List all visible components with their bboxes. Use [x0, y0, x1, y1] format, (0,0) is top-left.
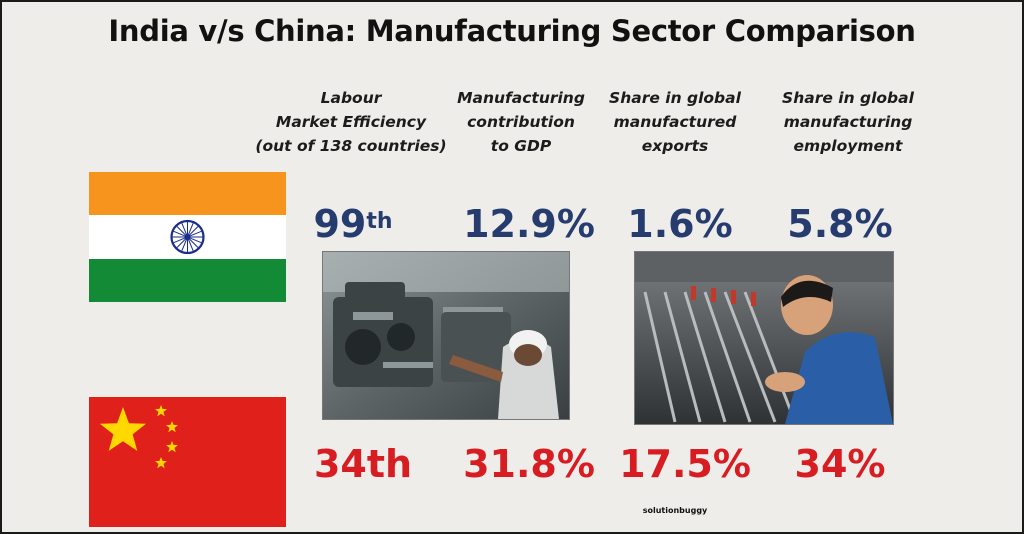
china-gdp-contribution-value: 31.8% [463, 442, 595, 486]
china-exports-share-value: 17.5% [619, 442, 751, 486]
india-labour-efficiency-suffix: th [366, 209, 393, 234]
china-flag-icon [89, 397, 286, 527]
china-employment-share-value: 34% [794, 442, 886, 486]
india-labour-efficiency-value: 99th [288, 202, 418, 246]
china-labour-efficiency-value: 34th [313, 442, 413, 486]
india-gdp-contribution-value: 12.9% [463, 202, 595, 246]
india-flag-icon [89, 172, 286, 302]
column-header-employment-share: Share in global manufacturing employment [782, 89, 914, 155]
india-labour-efficiency-number: 99 [313, 202, 367, 246]
watermark-text: solutionbuggy [642, 506, 708, 515]
factory-engine-worker-photo [322, 251, 570, 420]
india-exports-share-value: 1.6% [627, 202, 733, 246]
page-title: India v/s China: Manufacturing Sector Co… [108, 14, 916, 48]
factory-assembly-worker-photo [634, 251, 894, 425]
column-header-exports-share: Share in global manufactured exports [609, 89, 741, 155]
column-header-labour-efficiency: Labour Market Efficiency (out of 138 cou… [255, 89, 447, 155]
india-employment-share-value: 5.8% [787, 202, 893, 246]
column-header-gdp-contribution: Manufacturing contribution to GDP [457, 89, 585, 155]
